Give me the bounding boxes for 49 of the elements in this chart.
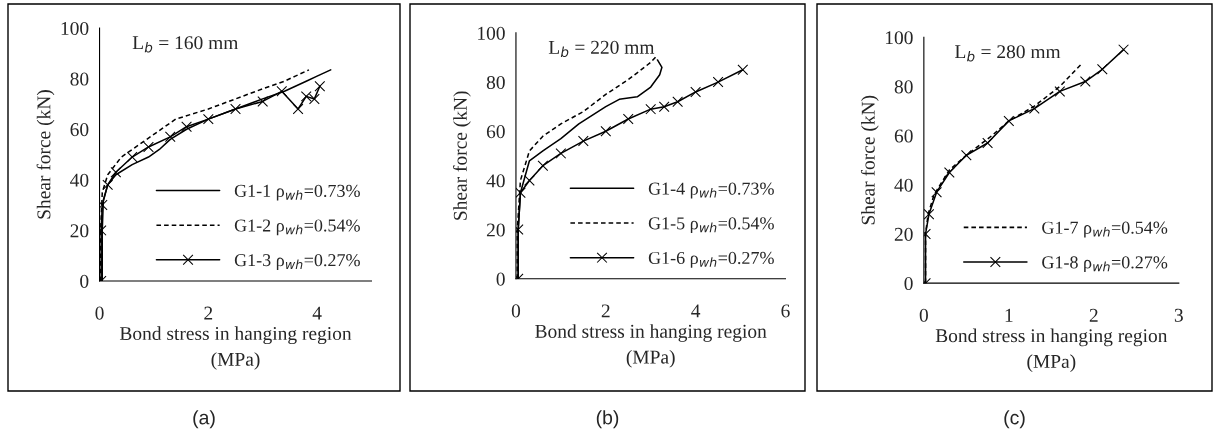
annotation: L$_{b}$ = 220 mm xyxy=(548,40,655,58)
x-tick-label: 0 xyxy=(511,304,521,318)
y-tick-label: 80 xyxy=(70,72,89,86)
y-tick-label: 100 xyxy=(478,26,505,40)
y-tick-label: 0 xyxy=(904,276,913,291)
x-axis-title: Bond stress in hanging region (MPa) xyxy=(935,328,1168,372)
y-tick-label: 80 xyxy=(486,75,505,90)
annotation: L$_{b}$ = 160 mm xyxy=(132,36,239,53)
y-tick-label: 100 xyxy=(885,31,913,45)
y-axis-title: Shear force (kN) xyxy=(36,90,55,219)
y-axis-title: Shear force (kN) xyxy=(452,91,471,220)
y-tick-label: 20 xyxy=(894,227,913,241)
text: (c) xyxy=(1004,410,1025,429)
legend-label: G1-4 ρ$_{wh}$=0.73% xyxy=(648,182,774,199)
y-tick-label: 40 xyxy=(486,174,505,188)
x-axis-title: Bond stress in hanging region (MPa) xyxy=(119,326,352,370)
x-tick-label: 0 xyxy=(919,308,928,322)
legend-label: G1-3 ρ$_{wh}$=0.27% xyxy=(234,254,360,270)
legend-label: G1-8 ρ$_{wh}$=0.27% xyxy=(1042,256,1168,273)
y-tick-label: 0 xyxy=(496,272,505,286)
x-tick-label: 2 xyxy=(1089,308,1098,322)
legend-label: G1-1 ρ$_{wh}$=0.73% xyxy=(234,184,360,201)
y-tick-label: 0 xyxy=(80,274,89,288)
legend-label: G1-6 ρ$_{wh}$=0.27% xyxy=(648,251,774,268)
text: (a) xyxy=(193,410,215,429)
legend-label: G1-2 ρ$_{wh}$=0.54% xyxy=(234,219,360,236)
x-tick-label: 2 xyxy=(601,304,610,318)
x-tick-label: 4 xyxy=(312,306,322,320)
x-tick-label: 4 xyxy=(691,304,701,318)
y-tick-label: 60 xyxy=(894,129,913,143)
annotation: L$_{b}$ = 280 mm xyxy=(955,45,1061,62)
x-tick-label: 3 xyxy=(1174,308,1183,322)
y-tick-label: 60 xyxy=(486,125,505,139)
y-tick-label: 40 xyxy=(894,178,913,192)
y-tick-label: 40 xyxy=(70,173,89,187)
x-tick-label: 2 xyxy=(204,306,213,320)
y-axis-title: Shear force (kN) xyxy=(860,95,879,225)
x-tick-label: 6 xyxy=(781,304,790,318)
text: (b) xyxy=(596,410,619,429)
x-tick-label: 1 xyxy=(1005,308,1013,322)
y-tick-label: 80 xyxy=(894,80,913,94)
y-tick-label: 100 xyxy=(61,21,89,36)
x-axis-title: Bond stress in hanging region (MPa) xyxy=(535,324,767,368)
x-tick-label: 0 xyxy=(95,306,104,320)
y-tick-label: 60 xyxy=(70,123,89,137)
legend-label: G1-7 ρ$_{wh}$=0.54% xyxy=(1042,221,1168,238)
y-tick-label: 20 xyxy=(486,223,505,237)
legend-label: G1-5 ρ$_{wh}$=0.54% xyxy=(648,217,774,234)
y-tick-label: 20 xyxy=(70,224,89,238)
